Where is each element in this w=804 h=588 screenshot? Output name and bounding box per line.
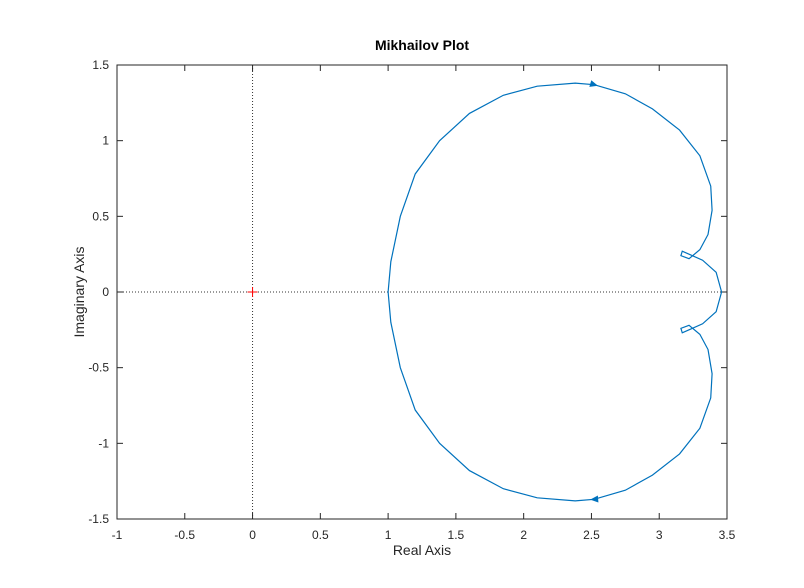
origin-marker: [247, 287, 258, 297]
direction-arrow: [590, 495, 599, 503]
x-tick-label: -1: [112, 528, 123, 542]
y-axis-label: Imaginary Axis: [71, 246, 87, 337]
x-tick-label: -0.5: [174, 528, 195, 542]
x-tick-label: 0.5: [312, 528, 329, 542]
x-tick-label: 0: [249, 528, 256, 542]
curve: [387, 82, 723, 502]
y-tick-label: 0: [102, 285, 109, 299]
x-tick-label: 3: [656, 528, 663, 542]
x-tick-label: 2: [520, 528, 527, 542]
x-tick-label: 1: [385, 528, 392, 542]
y-tick-label: -1.5: [88, 512, 109, 526]
y-tick-label: 1: [102, 134, 109, 148]
y-tick-label: -1: [98, 436, 109, 450]
direction-arrow: [589, 80, 598, 87]
y-tick-label: -0.5: [88, 361, 109, 375]
y-tick-label: 0.5: [92, 209, 109, 223]
x-tick-label: 3.5: [719, 528, 736, 542]
chart-title: Mikhailov Plot: [375, 37, 469, 53]
plot-frame: [116, 64, 728, 520]
x-axis-label: Real Axis: [393, 542, 451, 558]
x-tick-label: 2.5: [583, 528, 600, 542]
y-tick-label: 1.5: [92, 58, 109, 72]
x-tick-label: 1.5: [448, 528, 465, 542]
